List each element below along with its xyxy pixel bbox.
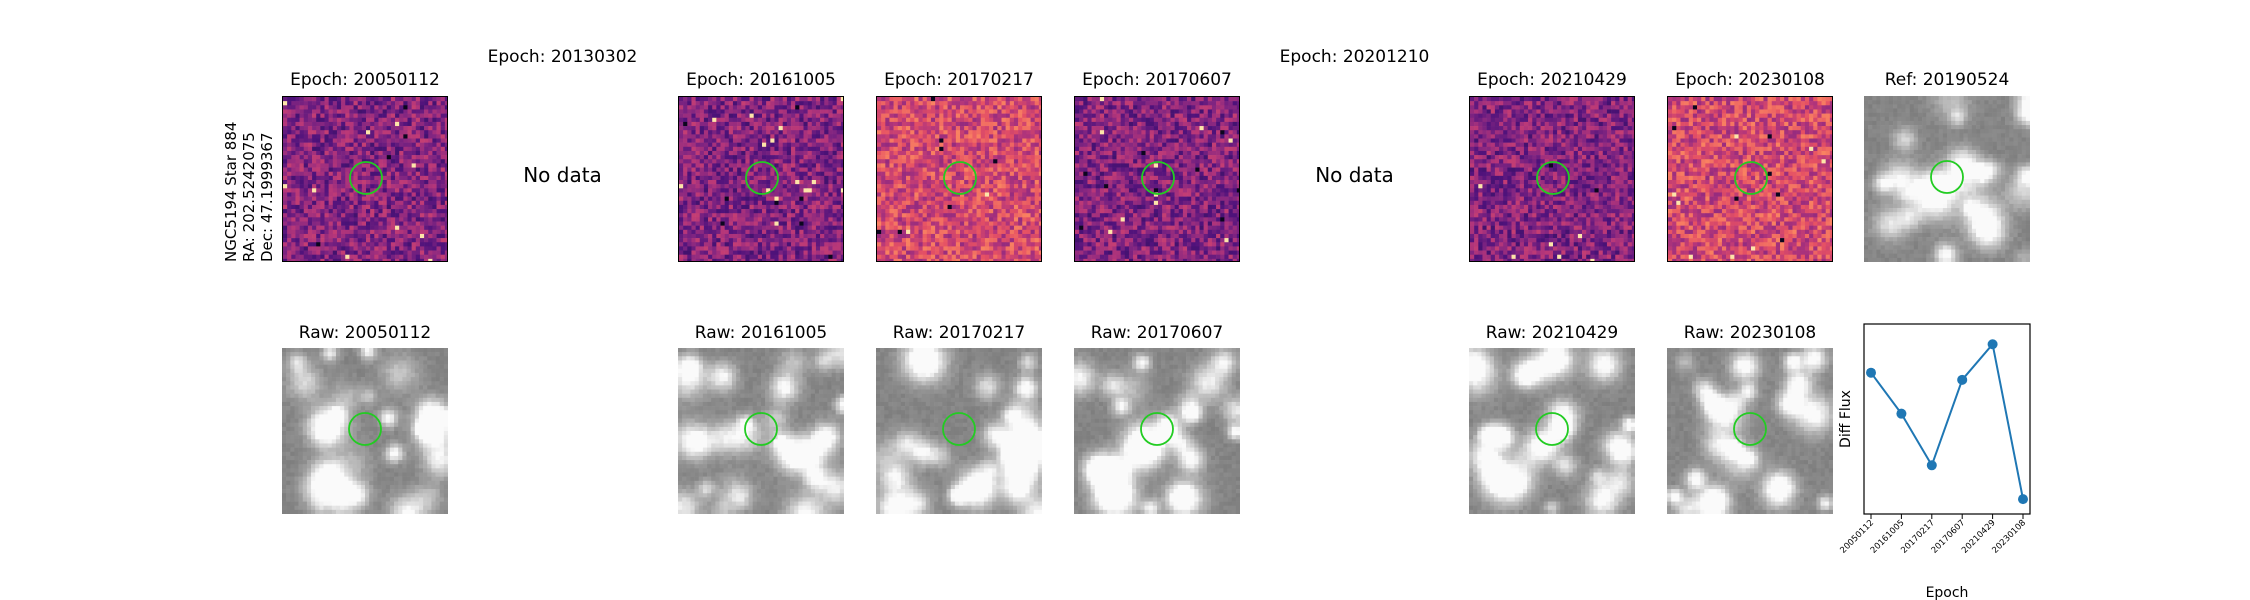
diff-image-20170607 [1074, 96, 1240, 262]
raw-image-20050112 [282, 348, 448, 514]
diff-image-20210429 [1469, 96, 1635, 262]
raw-title-2: Raw: 20161005 [678, 323, 844, 343]
target-circle [1536, 161, 1570, 195]
plot-frame [1863, 323, 2031, 515]
ref-title: Ref: 20190524 [1864, 70, 2030, 90]
target-circle [1535, 412, 1569, 446]
epoch-title-3: Epoch: 20161005 [678, 70, 844, 90]
star-ra: RA: 202.5242075 [240, 132, 258, 262]
epoch-title-7: Epoch: 20210429 [1469, 70, 1635, 90]
epoch-title-4: Epoch: 20170217 [876, 70, 1042, 90]
raw-title-1: Raw: 20050112 [282, 323, 448, 343]
data-point [1866, 367, 1876, 378]
data-point [1957, 374, 1968, 385]
raw-title-6: Raw: 20230108 [1667, 323, 1833, 343]
target-circle [943, 161, 977, 195]
star-dec: Dec: 47.1999367 [258, 132, 276, 262]
target-circle [1733, 412, 1767, 446]
raw-title-4: Raw: 20170607 [1074, 323, 1240, 343]
ref-image-20190524 [1864, 96, 2030, 262]
no-data-text-1: No data [480, 163, 645, 187]
raw-title-5: Raw: 20210429 [1469, 323, 1635, 343]
target-circle [1930, 160, 1964, 194]
raw-title-3: Raw: 20170217 [876, 323, 1042, 343]
target-circle [349, 161, 383, 195]
diff-image-20230108 [1667, 96, 1833, 262]
target-circle [942, 412, 976, 446]
star-info-label: NGC5194 Star 884 RA: 202.5242075 Dec: 47… [222, 90, 282, 262]
target-circle [1734, 161, 1768, 195]
data-point [2018, 494, 2028, 505]
raw-image-20170607 [1074, 348, 1240, 514]
raw-image-20230108 [1667, 348, 1833, 514]
star-name: NGC5194 Star 884 [222, 122, 240, 262]
epoch-title-6: Epoch: 20201210 [1262, 47, 1447, 67]
raw-image-20210429 [1469, 348, 1635, 514]
epoch-title-5: Epoch: 20170607 [1074, 70, 1240, 90]
target-circle [1141, 161, 1175, 195]
diff-image-20170217 [876, 96, 1042, 262]
diff-image-20161005 [678, 96, 844, 262]
diff-flux-line [1870, 341, 2024, 500]
data-point [1896, 408, 1907, 419]
y-axis-label: Diff Flux [1838, 390, 1854, 448]
data-point [1987, 339, 1998, 350]
target-circle [745, 161, 779, 195]
no-data-text-2: No data [1272, 163, 1437, 187]
diff-image-20050112 [282, 96, 448, 262]
target-circle [348, 412, 382, 446]
light-curve-chart: 2005011220161005201702172017060720210429… [1838, 323, 2031, 600]
data-point [1926, 460, 1937, 471]
target-circle [744, 412, 778, 446]
raw-image-20170217 [876, 348, 1042, 514]
raw-image-20161005 [678, 348, 844, 514]
epoch-title-1: Epoch: 20050112 [282, 70, 448, 90]
x-axis-label: Epoch [1926, 585, 1969, 600]
epoch-title-8: Epoch: 20230108 [1667, 70, 1833, 90]
target-circle [1140, 412, 1174, 446]
epoch-title-2: Epoch: 20130302 [470, 47, 655, 67]
